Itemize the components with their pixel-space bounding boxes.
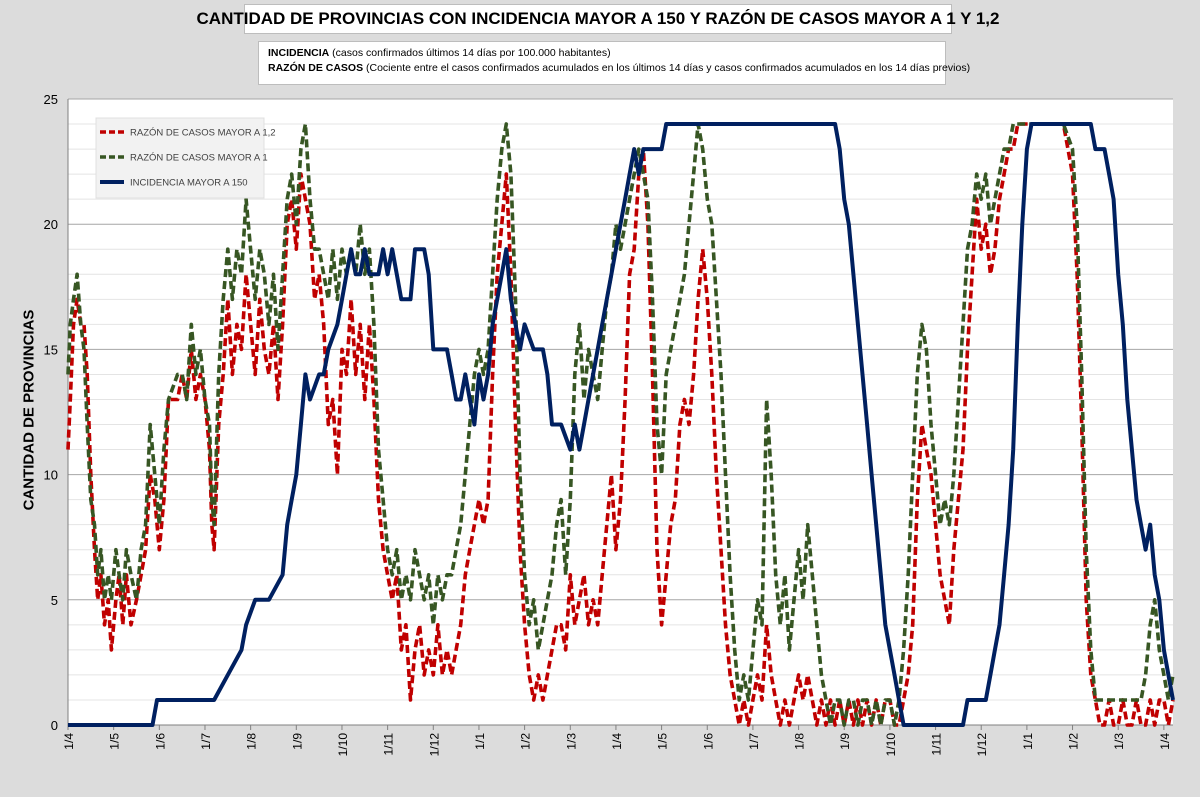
x-tick-label: 1/7 bbox=[747, 733, 761, 750]
x-tick-label: 1/1 bbox=[1021, 733, 1035, 750]
x-tick-label: 1/6 bbox=[153, 733, 167, 750]
x-tick-label: 1/4 bbox=[610, 733, 624, 750]
definitions-box: INCIDENCIA (casos confirmados últimos 14… bbox=[258, 41, 970, 85]
definition-text: (casos confirmados últimos 14 días por 1… bbox=[329, 47, 611, 59]
x-tick-label: 1/9 bbox=[290, 733, 304, 750]
definition-term: INCIDENCIA bbox=[268, 47, 330, 59]
x-tick-label: 1/10 bbox=[884, 733, 898, 757]
y-tick-label: 15 bbox=[44, 342, 58, 357]
y-tick-label: 0 bbox=[51, 718, 58, 733]
x-tick-label: 1/6 bbox=[701, 733, 715, 750]
x-tick-label: 1/1 bbox=[473, 733, 487, 750]
y-tick-label: 25 bbox=[44, 92, 58, 107]
legend-entry: RAZÓN DE CASOS MAYOR A 1 bbox=[130, 153, 268, 164]
x-tick-label: 1/8 bbox=[245, 733, 259, 750]
series-line-2 bbox=[66, 122, 1175, 727]
y-tick-label: 20 bbox=[44, 217, 58, 232]
chart-title: CANTIDAD DE PROVINCIAS CON INCIDENCIA MA… bbox=[197, 4, 999, 34]
x-tick-label: 1/8 bbox=[793, 733, 807, 750]
x-tick-label: 1/11 bbox=[930, 733, 944, 756]
series-line-3 bbox=[68, 122, 1175, 727]
definition-incidencia: INCIDENCIA (casos confirmados últimos 14… bbox=[268, 46, 945, 61]
x-tick-label: 1/2 bbox=[519, 733, 533, 750]
definition-text: (Cociente entre el casos confirmados acu… bbox=[363, 62, 971, 74]
x-tick-label: 1/9 bbox=[838, 733, 852, 750]
x-tick-label: 1/3 bbox=[564, 733, 578, 750]
y-tick-label: 10 bbox=[44, 468, 58, 483]
legend-entry: INCIDENCIA MAYOR A 150 bbox=[130, 178, 248, 189]
x-tick-label: 1/7 bbox=[199, 733, 213, 750]
x-tick-label: 1/12 bbox=[975, 733, 989, 757]
x-tick-label: 1/10 bbox=[336, 733, 350, 757]
definition-term: RAZÓN DE CASOS bbox=[268, 62, 364, 74]
x-tick-label: 1/5 bbox=[108, 733, 122, 750]
series-line-1 bbox=[66, 122, 1175, 727]
x-tick-label: 1/2 bbox=[1067, 733, 1081, 750]
x-tick-label: 1/12 bbox=[427, 733, 441, 757]
x-tick-label: 1/5 bbox=[656, 733, 670, 750]
y-tick-label: 5 bbox=[51, 593, 58, 608]
x-tick-label: 1/4 bbox=[1158, 733, 1172, 750]
x-tick-label: 1/3 bbox=[1112, 733, 1126, 750]
definition-razon: RAZÓN DE CASOS (Cociente entre el casos … bbox=[268, 61, 970, 76]
legend-entry: RAZÓN DE CASOS MAYOR A 1,2 bbox=[130, 128, 276, 139]
x-tick-label: 1/11 bbox=[382, 733, 396, 756]
x-tick-label: 1/4 bbox=[62, 733, 76, 750]
